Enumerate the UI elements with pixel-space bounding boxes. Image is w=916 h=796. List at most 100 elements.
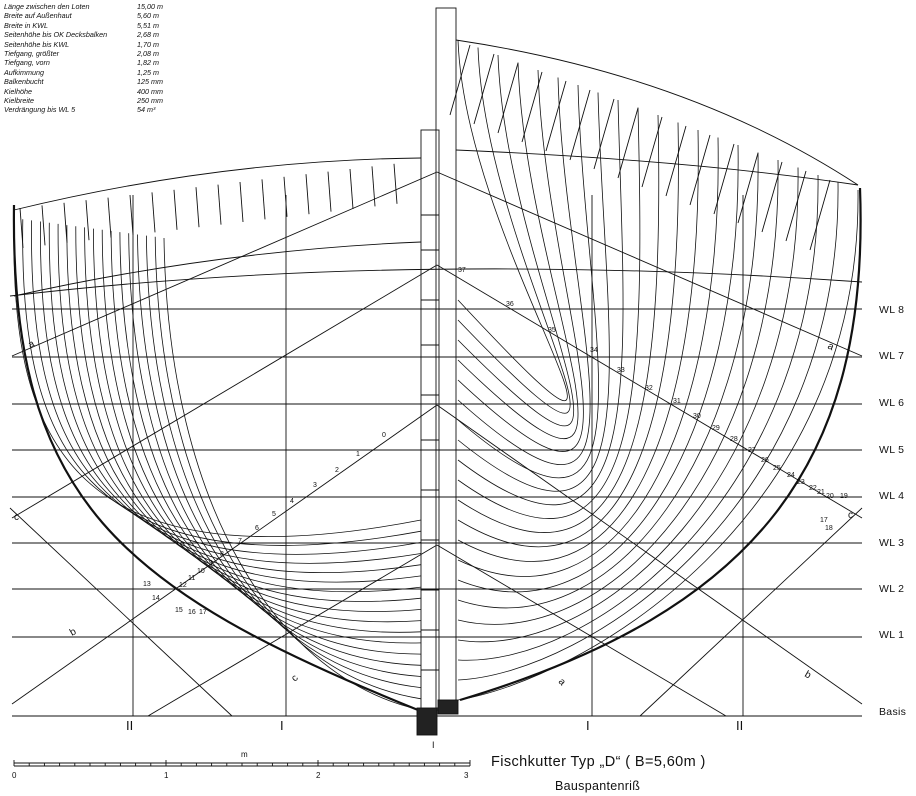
frame-number: 26 (761, 457, 769, 464)
fore-frame-curve (457, 114, 660, 533)
bulwark-stanchion (85, 200, 90, 241)
centreline-mark: I (432, 740, 435, 750)
aft-frame-curve (57, 223, 422, 583)
diagonal-line (436, 404, 863, 705)
keel-and-stem (416, 7, 459, 736)
waterline-label: WL 6 (879, 397, 905, 409)
drawing-subtitle: Bauspantenriß (555, 779, 641, 793)
fore-sheer-line (455, 149, 859, 186)
aft-frame-curves (12, 204, 422, 712)
bulwark-stanchion (371, 166, 376, 207)
frame-number: 21 (817, 489, 825, 496)
frame-number: 18 (825, 525, 833, 532)
spec-row: Verdrängung bis WL 5 54 m³ (4, 105, 174, 114)
frame-number: 33 (617, 367, 625, 374)
spec-row: Breite auf Außenhaut 5,60 m (4, 11, 174, 20)
frame-number: 17 (199, 609, 207, 616)
frame-number: 22 (809, 485, 817, 492)
deck-and-sheer (9, 39, 863, 297)
frame-number: 9 (209, 560, 213, 567)
diagonal-label: c (289, 673, 300, 684)
bulwark-stanchion (393, 163, 398, 204)
bulwark-stanchion (449, 44, 471, 116)
frame-number: 37 (458, 267, 466, 274)
buttock-label: I (586, 718, 590, 733)
fore-frame-curve (457, 144, 739, 593)
fore-frame-curve (457, 84, 599, 479)
diagonal-line (9, 507, 233, 717)
spec-value: 15,00 m (137, 2, 163, 11)
spec-value: 2,68 m (137, 30, 159, 40)
bulwark-stanchion (521, 71, 543, 143)
fore-frame-curve (457, 77, 591, 466)
aft-frame-curve (128, 233, 422, 666)
bulwark-stanchion (151, 192, 156, 233)
spec-label: Kielhöhe (4, 86, 32, 96)
spec-value: 2,08 m (137, 48, 159, 58)
frame-number: 15 (175, 607, 183, 614)
aft-frame-curve (22, 219, 422, 546)
frame-number: 1 (356, 451, 360, 458)
diagonal-label: a (27, 338, 37, 351)
frame-number: 25 (773, 465, 781, 472)
bulwark-stanchion (761, 161, 783, 233)
frame-number: 5 (272, 511, 276, 518)
frame-number: 0 (382, 432, 386, 439)
frame-number: 19 (840, 493, 848, 500)
bulwark-stanchion (617, 107, 639, 179)
spec-value: 5,51 m (137, 20, 159, 30)
waterline-label: WL 7 (879, 350, 905, 362)
frame-number: 12 (179, 582, 187, 589)
aft-frame-curve (101, 229, 422, 633)
bulwark-stanchion (19, 207, 24, 249)
scale-label: 1 (164, 771, 169, 780)
bulwark-stanchion (545, 80, 567, 152)
fore-frame-curve (457, 122, 679, 548)
spec-label: Breite in KWL (4, 20, 48, 30)
frame-number: 6 (255, 525, 259, 532)
spec-row: Aufkimmung 1,25 m (4, 68, 174, 77)
frame-number: 13 (143, 581, 151, 588)
spec-label: Länge zwischen den Loten (4, 2, 90, 11)
fore-frame-curve (457, 152, 759, 609)
specification-table: Länge zwischen den Loten 15,00 m Breite a… (4, 2, 174, 115)
spec-row: Balkenbucht 125 mm (4, 77, 174, 86)
bulwark-stanchion (569, 89, 591, 161)
bulwark-stanchion (665, 125, 687, 197)
aft-frame-curve (66, 225, 422, 592)
spec-label: Breite auf Außenhaut (4, 11, 72, 21)
spec-value: 250 mm (137, 95, 163, 105)
waterline-label: WL 5 (879, 444, 905, 456)
sheer-crossline (9, 268, 863, 297)
frame-number: 14 (152, 595, 160, 602)
aft-frame-curve (13, 217, 422, 537)
bulwark-stanchion (63, 202, 68, 243)
frame-number: 30 (693, 413, 701, 420)
fore-frame-curve (457, 92, 610, 492)
spec-value: 400 mm (137, 86, 163, 96)
fore-frame-curve (457, 189, 859, 701)
aft-frame-curve (31, 220, 422, 555)
fore-frame-curve (457, 99, 624, 506)
diagonal-line (11, 171, 438, 357)
frame-number: 35 (548, 327, 556, 334)
bulwark-stanchion (689, 134, 711, 206)
aft-frame-curve (154, 236, 422, 700)
spec-label: Seitenhöhe bis KWL (4, 39, 70, 49)
spec-value: 5,60 m (137, 11, 159, 21)
frame-number: 28 (730, 436, 738, 443)
bulwark-stanchion (593, 98, 615, 170)
diagonal-label: c (14, 512, 19, 523)
bulwark-stanchion (641, 116, 663, 188)
scale-label: 2 (316, 771, 321, 780)
spec-row: Tiefgang, größter 2,08 m (4, 49, 174, 58)
frame-number: 16 (188, 609, 196, 616)
buttock-label: II (126, 718, 133, 733)
spec-label: Aufkimmung (4, 67, 44, 77)
scale-label: 0 (12, 771, 17, 780)
bulwark-stanchion (785, 170, 807, 242)
bulwark-stanchion (261, 179, 266, 220)
spec-row: Kielbreite 250 mm (4, 96, 174, 105)
bulwark-stanchion (173, 189, 178, 230)
